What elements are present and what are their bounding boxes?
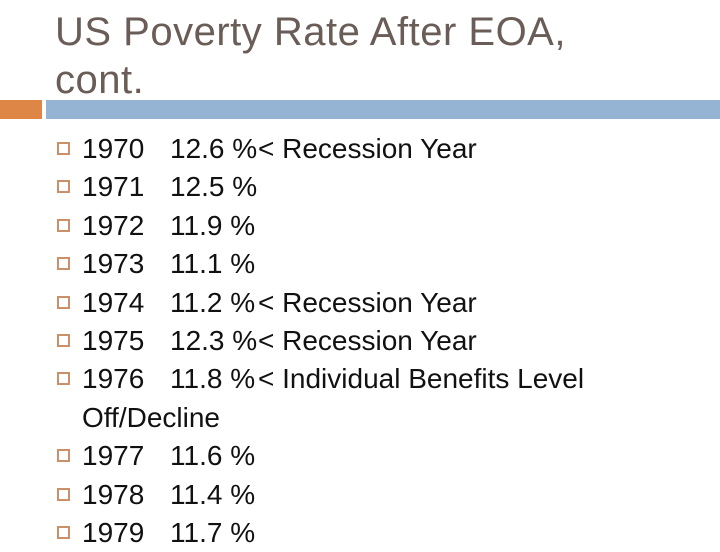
slide-title-line1: US Poverty Rate After EOA, [55,10,566,54]
year-text: 1975 [82,324,145,356]
list-item: 1975 12.3 % < Recession Year [0,322,680,360]
rate-text: 11.1 % [170,248,256,280]
note-text: < Individual Benefits Level [258,363,585,395]
note-text: < Recession Year [258,324,477,356]
year-text: 1979 [82,516,145,548]
square-bullet-icon [57,333,70,347]
year-text: 1970 [82,133,145,164]
square-bullet-icon [57,525,70,539]
list-item: 1971 12.5 % [0,168,680,206]
square-bullet-icon [57,218,70,232]
rate-text: 12.6 % [170,133,258,164]
list-item: 1978 11.4 % [0,476,680,514]
square-bullet-icon [57,257,70,271]
note-text: < Recession Year [258,133,477,164]
slide-title-line2: cont. [55,58,145,102]
year-text: 1978 [82,478,145,510]
note-continuation-text: Off/Decline [82,401,220,433]
rate-text: 12.5 % [170,171,258,203]
rate-text: 12.3 % [170,324,258,356]
year-text: 1976 [82,363,145,395]
list-item: 1972 11.9 % [0,207,680,245]
divider-bar [46,100,720,119]
year-text: 1977 [82,440,145,472]
square-bullet-icon [57,487,70,501]
square-bullet-icon [57,372,70,386]
square-bullet-icon [57,449,70,463]
year-text: 1972 [82,209,145,241]
rate-text: 11.8 % [170,363,256,395]
list-item: 1976 11.8 % < Individual Benefits Level [0,360,680,398]
rate-text: 11.4 % [170,478,256,510]
year-text: 1971 [82,171,145,203]
rate-text: 11.6 % [170,440,256,472]
list-item: 1979 11.7 % [0,514,680,552]
year-text: 1974 [82,286,145,318]
rate-text: 11.7 % [170,516,256,548]
list-item: 1974 11.2 % < Recession Year [0,284,680,322]
rate-text: 11.9 % [170,209,256,241]
list-item: 1970 12.6 % < Recession Year [0,130,680,168]
accent-square [0,100,42,119]
square-bullet-icon [57,180,70,194]
square-bullet-icon [57,142,70,155]
note-text: < Recession Year [258,286,477,318]
list-item: 1977 11.6 % [0,437,680,475]
year-text: 1973 [82,248,145,280]
slide-title: US Poverty Rate After EOA, cont. [55,8,705,104]
rate-text: 11.2 % [170,286,256,318]
list-item-continuation: Off/Decline [0,399,680,437]
slide: US Poverty Rate After EOA, cont. 1970 12… [0,8,720,548]
list-item: 1973 11.1 % [0,245,680,283]
poverty-rate-list: 1970 12.6 % < Recession Year 1971 12.5 %… [0,130,680,552]
square-bullet-icon [57,295,70,309]
